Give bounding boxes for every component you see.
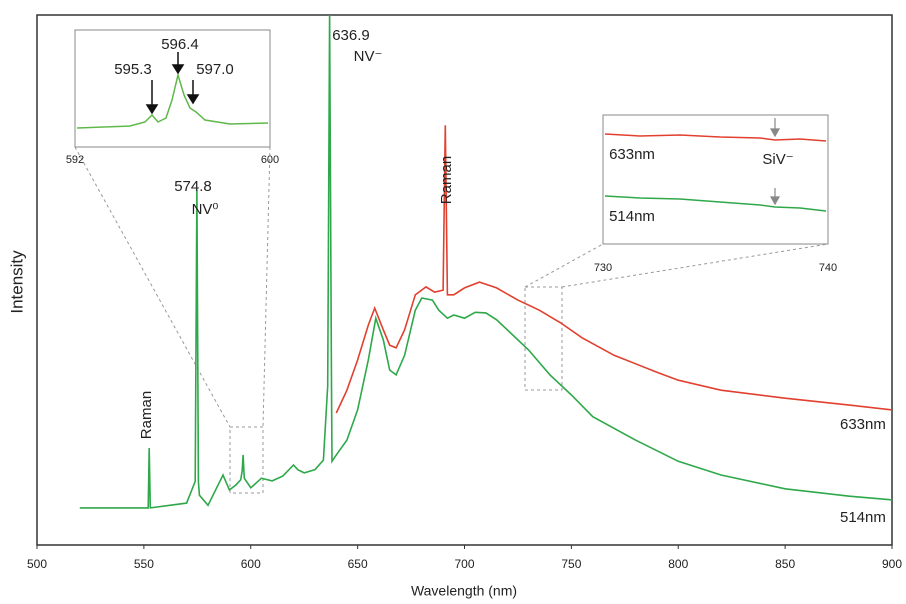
x-tick-label: 650: [348, 557, 368, 571]
y-axis-label: Intensity: [7, 250, 26, 314]
inset-annotation: 514nm: [609, 208, 655, 225]
x-tick-label: 700: [454, 557, 474, 571]
inset-annotation: 597.0: [196, 61, 234, 78]
inset-arrows: [145, 52, 200, 115]
inset-tick-label: 740: [819, 262, 837, 274]
annotation: 574.8: [174, 178, 212, 195]
inset-curve: [604, 133, 827, 142]
series-label: 514nm: [840, 509, 886, 526]
inset-tick-label: 600: [261, 154, 279, 166]
annotation: NV⁰: [192, 201, 219, 218]
series-line: [79, 14, 893, 509]
zoom-guides: [74, 146, 829, 494]
series-label: 633nm: [840, 416, 886, 433]
annotation: Raman: [438, 156, 455, 204]
inset-curve: [76, 72, 269, 129]
annotation: Raman: [138, 391, 155, 439]
inset-arrows: [769, 118, 781, 206]
inset-annotation: 595.3: [114, 61, 152, 78]
x-tick-label: 850: [775, 557, 795, 571]
x-axis-label: Wavelength (nm): [411, 583, 517, 599]
inset-annotation: 633nm: [609, 146, 655, 163]
inset-tick-label: 730: [594, 262, 612, 274]
inset-annotation: SiV⁻: [762, 151, 793, 168]
annotation: 636.9: [332, 27, 370, 44]
x-tick-label: 600: [241, 557, 261, 571]
x-tick-label: 900: [882, 557, 902, 571]
x-tick-label: 800: [668, 557, 688, 571]
series-line: [335, 125, 893, 414]
annotation: NV⁻: [354, 48, 383, 65]
x-tick-label: 750: [561, 557, 581, 571]
x-tick-label: 500: [27, 557, 47, 571]
inset-curve: [604, 195, 827, 212]
x-tick-label: 550: [134, 557, 154, 571]
inset-annotation: 596.4: [161, 36, 199, 53]
inset-tick-label: 592: [66, 154, 84, 166]
